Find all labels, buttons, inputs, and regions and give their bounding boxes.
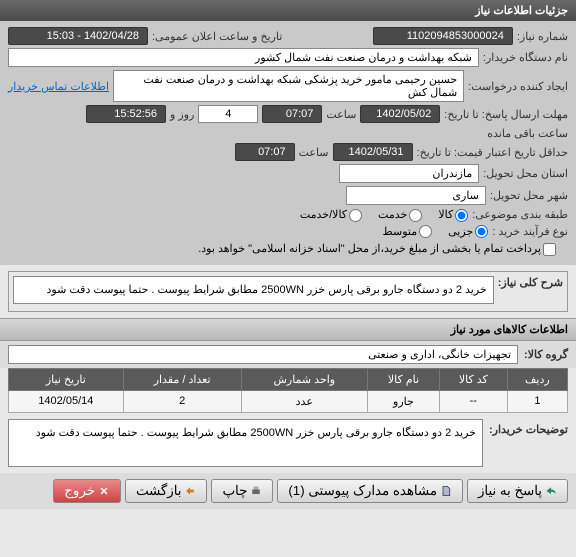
contact-link[interactable]: اطلاعات تماس خریدار — [8, 80, 109, 93]
reply-icon — [545, 485, 557, 497]
radio-goods[interactable]: کالا — [438, 208, 468, 222]
remain-label: ساعت باقی مانده — [487, 127, 568, 140]
col-unit: واحد شمارش — [241, 368, 367, 390]
days-remaining: 4 — [198, 105, 258, 123]
description-area: شرح کلی نیاز: خرید 2 دو دستگاه جارو برقی… — [8, 271, 568, 312]
col-code: کد کالا — [439, 368, 507, 390]
city-label: شهر محل تحویل: — [490, 189, 568, 202]
desc-title-label: شرح کلی نیاز: — [498, 276, 563, 289]
cell-unit: عدد — [241, 390, 367, 412]
province-label: استان محل تحویل: — [483, 167, 568, 180]
radio-service[interactable]: خدمت — [378, 208, 422, 222]
buyer-note-label: توضیحات خریدار: — [489, 419, 568, 467]
description-text: خرید 2 دو دستگاه جارو برقی پارس خزر 2500… — [13, 276, 494, 304]
col-row: ردیف — [507, 368, 567, 390]
button-bar: پاسخ به نیاز مشاهده مدارک پیوستی (1) چاپ… — [0, 473, 576, 509]
exit-icon — [98, 485, 110, 497]
creator-label: ایجاد کننده درخواست: — [468, 80, 568, 93]
radio-partial[interactable]: جزیی — [448, 225, 488, 239]
valid-date: 1402/05/31 — [333, 143, 413, 161]
attachment-icon — [440, 485, 452, 497]
back-icon — [184, 485, 196, 497]
radio-both[interactable]: کالا/خدمت — [300, 208, 362, 222]
time-label-2: ساعت — [299, 146, 329, 159]
cell-name: جارو — [368, 390, 440, 412]
valid-time: 07:07 — [235, 143, 295, 161]
col-name: نام کالا — [368, 368, 440, 390]
deadline-time: 07:07 — [262, 105, 322, 123]
col-date: تاریخ نیاز — [9, 368, 124, 390]
panel-header: جزئیات اطلاعات نیاز — [0, 0, 576, 21]
items-table: ردیف کد کالا نام کالا واحد شمارش تعداد /… — [8, 368, 568, 413]
exit-button[interactable]: خروج — [53, 479, 121, 503]
form-area: شماره نیاز: 1102094853000024 تاریخ و ساع… — [0, 21, 576, 265]
print-icon — [250, 485, 262, 497]
process-label: نوع فرآیند خرید : — [492, 225, 568, 238]
days-label: روز و — [170, 108, 194, 121]
reply-button[interactable]: پاسخ به نیاز — [467, 479, 568, 503]
table-header-row: ردیف کد کالا نام کالا واحد شمارش تعداد /… — [9, 368, 568, 390]
province-value: مازندران — [339, 164, 479, 183]
items-section-title: اطلاعات کالاهای مورد نیاز — [0, 318, 576, 341]
countdown-timer: 15:52:56 — [86, 105, 166, 123]
attachments-button[interactable]: مشاهده مدارک پیوستی (1) — [277, 479, 463, 503]
buyer-org-value: شبکه بهداشت و درمان صنعت نفت شمال کشور — [8, 48, 479, 67]
goods-group-label: گروه کالا: — [524, 348, 568, 361]
creator-value: حسین رحیمی مامور خرید پزشکی شبکه بهداشت … — [113, 70, 464, 102]
table-row[interactable]: 1 -- جارو عدد 2 1402/05/14 — [9, 390, 568, 412]
print-button[interactable]: چاپ — [211, 479, 273, 503]
cell-qty: 2 — [123, 390, 241, 412]
need-no-value: 1102094853000024 — [373, 27, 513, 45]
goods-group-value: تجهیزات خانگی، اداری و صنعتی — [8, 345, 518, 364]
pay-checkbox[interactable]: پرداخت تمام یا بخشی از مبلغ خرید،از محل … — [198, 242, 556, 256]
announce-value: 1402/04/28 - 15:03 — [8, 27, 148, 45]
valid-label: حداقل تاریخ اعتبار قیمت: تا تاریخ: — [417, 146, 568, 159]
announce-label: تاریخ و ساعت اعلان عمومی: — [152, 30, 282, 43]
need-no-label: شماره نیاز: — [517, 30, 568, 43]
city-value: ساری — [346, 186, 486, 205]
radio-medium[interactable]: متوسط — [383, 225, 433, 239]
col-qty: تعداد / مقدار — [123, 368, 241, 390]
buyer-org-label: نام دستگاه خریدار: — [483, 51, 568, 64]
cell-code: -- — [439, 390, 507, 412]
buyer-note-text: خرید 2 دو دستگاه جارو برقی پارس خزر 2500… — [8, 419, 483, 467]
time-label-1: ساعت — [326, 108, 356, 121]
back-button[interactable]: بازگشت — [125, 479, 208, 503]
deadline-date: 1402/05/02 — [360, 105, 440, 123]
send-deadline-label: مهلت ارسال پاسخ: تا تاریخ: — [444, 108, 568, 121]
cell-date: 1402/05/14 — [9, 390, 124, 412]
cell-row: 1 — [507, 390, 567, 412]
category-label: طبقه بندی موضوعی: — [472, 208, 568, 221]
